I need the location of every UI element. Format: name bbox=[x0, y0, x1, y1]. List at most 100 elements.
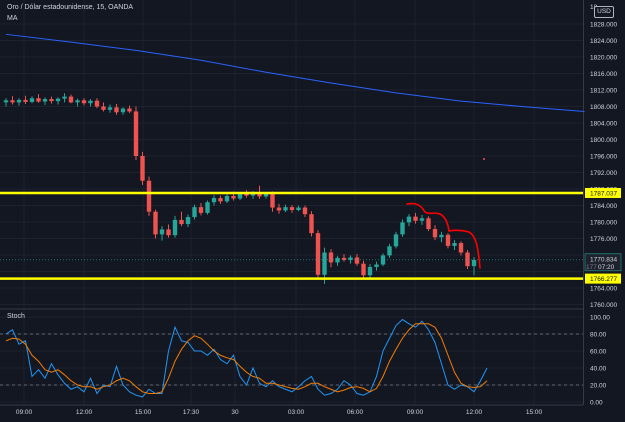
candle bbox=[465, 250, 470, 270]
candle-body bbox=[471, 259, 477, 267]
candle bbox=[328, 249, 334, 268]
candle bbox=[140, 151, 145, 185]
candle-body bbox=[387, 246, 392, 256]
stoch-tick-label: 60.00 bbox=[590, 348, 607, 355]
candle-body bbox=[263, 193, 269, 197]
candle-body bbox=[458, 243, 464, 253]
price-tick-label: 1828.000 bbox=[590, 21, 617, 28]
time-axis[interactable]: 09:00 12:00 15:00 17:30 30 03:00 06:00 09:00 12:… bbox=[16, 409, 543, 416]
candle-body bbox=[276, 207, 282, 211]
candle-body bbox=[101, 106, 106, 110]
candle bbox=[302, 205, 308, 218]
candle-body bbox=[367, 266, 373, 276]
top-clipped-price-label: 18 bbox=[590, 4, 598, 11]
candle bbox=[36, 94, 41, 103]
stoch-k-line bbox=[5, 318, 488, 398]
price-tick-label: 1824.000 bbox=[590, 38, 617, 45]
candle-body bbox=[361, 263, 366, 276]
candle bbox=[179, 211, 184, 227]
candle bbox=[127, 105, 132, 114]
candle bbox=[419, 214, 425, 225]
lower-level-price-tag-bg bbox=[585, 273, 621, 284]
candle-body bbox=[114, 107, 119, 113]
candle bbox=[309, 211, 314, 237]
candle bbox=[81, 98, 87, 106]
price-tick-label: 1784.000 bbox=[590, 203, 617, 210]
candle-body bbox=[29, 98, 35, 102]
candle bbox=[335, 255, 340, 266]
candle bbox=[406, 214, 412, 227]
candle-body bbox=[432, 229, 438, 238]
candle-body bbox=[75, 100, 80, 103]
currency-button[interactable]: USD bbox=[594, 6, 614, 18]
horizontal-level-lines[interactable] bbox=[0, 191, 583, 280]
stoch-indicator-label[interactable]: Stoch bbox=[7, 313, 25, 320]
candle-body bbox=[146, 180, 152, 212]
ma-indicator-label[interactable]: MA bbox=[7, 15, 18, 22]
candle bbox=[159, 226, 165, 241]
candle bbox=[445, 233, 451, 249]
candle bbox=[270, 191, 275, 212]
upper-level-price-tag: 1787.037 bbox=[590, 190, 617, 197]
candle bbox=[341, 254, 347, 262]
candle-body bbox=[16, 99, 22, 103]
candle bbox=[439, 231, 444, 243]
candle bbox=[289, 205, 295, 213]
candle bbox=[205, 200, 210, 215]
candle bbox=[107, 104, 113, 113]
candle-body bbox=[23, 99, 28, 102]
candle bbox=[3, 98, 9, 107]
candle-body bbox=[159, 229, 165, 235]
candle-body bbox=[185, 217, 191, 225]
stoch-tick-label: 100.00 bbox=[590, 314, 610, 321]
candle bbox=[426, 216, 431, 232]
candle bbox=[400, 219, 405, 237]
time-tick-label: 03:00 bbox=[288, 409, 305, 416]
candle bbox=[218, 195, 223, 204]
candlesticks bbox=[3, 93, 485, 284]
candle-body bbox=[374, 264, 379, 267]
candle-body bbox=[42, 99, 48, 102]
candle bbox=[224, 193, 230, 204]
candle-body bbox=[413, 216, 418, 221]
countdown-prefix: 177 bbox=[586, 264, 597, 271]
candle-body bbox=[192, 207, 197, 218]
candle bbox=[146, 176, 152, 216]
candle bbox=[296, 205, 301, 212]
moving-average bbox=[5, 33, 585, 112]
candle-body bbox=[88, 100, 93, 104]
candle-body bbox=[354, 257, 360, 264]
hand-drawn-annotation[interactable] bbox=[406, 202, 481, 269]
candle-body bbox=[270, 193, 275, 208]
candle-body bbox=[81, 100, 87, 104]
candle-body bbox=[172, 219, 178, 236]
candle-body bbox=[224, 196, 230, 202]
price-tick-label: 1804.000 bbox=[590, 120, 617, 127]
candle bbox=[42, 97, 48, 105]
candle bbox=[198, 203, 204, 216]
price-tick-label: 1764.000 bbox=[590, 285, 617, 292]
current-price-tag-bg bbox=[584, 253, 622, 272]
bar-countdown: 07:20 bbox=[598, 264, 615, 271]
candle-body bbox=[68, 96, 74, 103]
candle-body bbox=[328, 252, 334, 263]
candle bbox=[393, 231, 399, 249]
candle-body bbox=[3, 100, 9, 103]
candle bbox=[348, 255, 353, 264]
candle-body bbox=[341, 257, 347, 260]
candle-body bbox=[166, 229, 171, 236]
stoch-tick-label: 80.00 bbox=[590, 331, 607, 338]
candle bbox=[374, 261, 379, 271]
candle bbox=[55, 97, 61, 105]
stoch-tick-label: 20.00 bbox=[590, 382, 607, 389]
time-tick-label: 15:00 bbox=[135, 409, 152, 416]
candle-body bbox=[322, 252, 327, 275]
red-freehand-curve bbox=[406, 202, 481, 269]
candle-body bbox=[107, 107, 113, 110]
candle-body bbox=[283, 207, 288, 211]
stoch-d-line bbox=[5, 323, 488, 394]
symbol-title[interactable]: Oro / Dólar estadounidense, 15, OANDA bbox=[7, 4, 134, 11]
upper-level-price-tag-bg bbox=[585, 187, 621, 198]
candle-body bbox=[10, 100, 15, 103]
